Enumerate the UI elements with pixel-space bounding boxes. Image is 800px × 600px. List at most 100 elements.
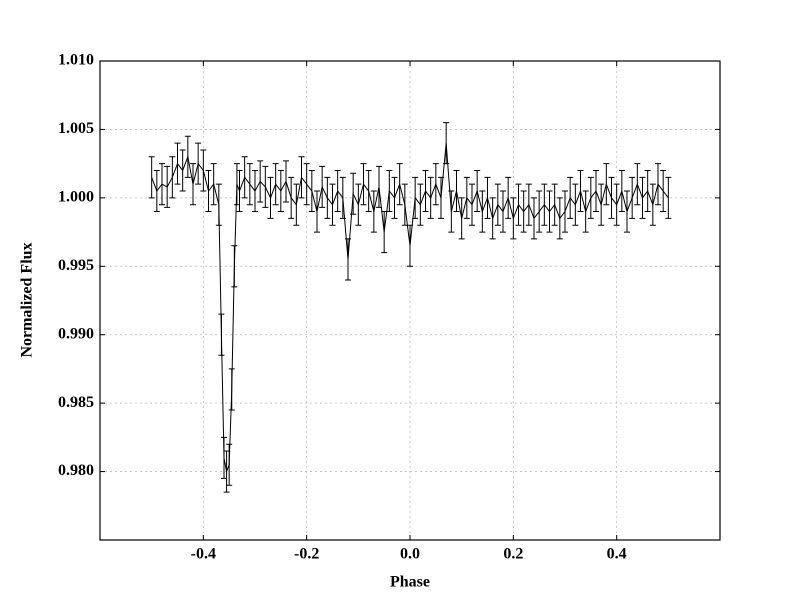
error-bar xyxy=(257,160,264,203)
error-bar xyxy=(427,176,434,219)
error-bar xyxy=(458,197,465,240)
error-bar xyxy=(520,190,527,233)
error-bar xyxy=(639,176,646,219)
error-bar xyxy=(613,183,620,226)
error-bar xyxy=(179,149,186,192)
x-tick-label: -0.2 xyxy=(294,546,319,563)
error-bar xyxy=(210,163,217,206)
error-bar xyxy=(469,183,475,226)
error-bar xyxy=(324,176,331,219)
error-bar xyxy=(391,176,398,219)
error-bar xyxy=(417,183,424,226)
error-bar xyxy=(644,169,651,213)
y-tick-label: 0.990 xyxy=(58,325,94,342)
error-bar xyxy=(510,197,517,240)
error-bar xyxy=(236,169,243,213)
error-bar xyxy=(401,183,408,226)
error-bar xyxy=(293,183,300,226)
error-bar xyxy=(386,169,393,213)
error-bar xyxy=(551,183,558,226)
error-bar xyxy=(350,172,357,215)
error-bar xyxy=(200,149,207,192)
error-bar xyxy=(396,163,403,206)
error-bar xyxy=(252,169,258,213)
y-tick-label: 1.010 xyxy=(58,52,94,69)
y-tick-label: 1.000 xyxy=(58,189,94,206)
error-bar xyxy=(267,176,274,219)
error-bar xyxy=(562,190,568,233)
error-bar xyxy=(228,368,235,411)
error-bar xyxy=(288,176,295,219)
error-bar xyxy=(587,176,594,219)
error-bar xyxy=(443,122,450,165)
error-bar xyxy=(221,436,227,479)
error-bar xyxy=(567,176,574,219)
error-bar xyxy=(479,190,486,233)
error-bar xyxy=(153,169,160,213)
error-bar xyxy=(608,176,615,219)
error-bar xyxy=(262,165,269,208)
error-bar xyxy=(598,183,605,226)
plot-frame xyxy=(99,60,721,541)
y-tick-label: 0.980 xyxy=(58,462,94,479)
error-bar xyxy=(541,183,548,226)
error-bar xyxy=(432,163,439,206)
error-bar xyxy=(303,163,310,206)
error-bar xyxy=(494,183,501,226)
x-tick-label: 0.2 xyxy=(503,546,523,563)
y-axis-label: Normalized Flux xyxy=(19,242,36,357)
error-bar xyxy=(355,183,362,226)
error-bar xyxy=(360,163,367,206)
error-bar xyxy=(572,183,579,226)
error-bar xyxy=(272,163,279,206)
y-tick-label: 0.995 xyxy=(58,257,94,274)
error-bar xyxy=(376,165,382,208)
error-bar xyxy=(184,135,191,178)
error-bar xyxy=(582,190,589,233)
error-bar xyxy=(603,163,610,206)
error-bar xyxy=(463,176,470,219)
error-bar xyxy=(298,156,305,199)
y-tick-label: 0.985 xyxy=(58,394,94,411)
error-bar xyxy=(655,163,661,206)
error-bar xyxy=(649,183,656,226)
x-tick-label: 0.0 xyxy=(400,546,420,563)
error-bar xyxy=(412,176,419,219)
error-bar xyxy=(148,156,155,199)
error-bar xyxy=(231,245,238,288)
error-bar xyxy=(489,197,496,240)
error-bar xyxy=(226,443,233,486)
error-bar xyxy=(448,190,455,233)
error-bar xyxy=(319,165,326,208)
error-bar xyxy=(308,169,315,213)
error-bar xyxy=(531,197,537,240)
error-bar xyxy=(174,142,181,185)
error-bar xyxy=(525,183,532,226)
error-bar xyxy=(329,183,336,226)
error-bar xyxy=(334,169,341,213)
error-bar xyxy=(438,176,444,219)
error-bar xyxy=(164,165,171,208)
error-bar xyxy=(577,169,584,213)
error-bar xyxy=(314,190,320,233)
error-bar xyxy=(536,190,543,233)
error-bar xyxy=(500,190,506,233)
error-bar xyxy=(277,169,284,213)
error-bar xyxy=(241,156,248,199)
x-axis-label: Phase xyxy=(390,574,430,591)
error-bar xyxy=(159,163,165,206)
error-bar xyxy=(169,156,176,199)
error-bar xyxy=(629,176,636,219)
error-bar xyxy=(205,169,212,213)
error-bar xyxy=(381,211,388,254)
error-bar xyxy=(283,160,289,203)
error-bar xyxy=(339,176,346,219)
error-bar xyxy=(422,169,429,213)
error-bar xyxy=(593,169,599,213)
error-bar xyxy=(218,313,225,356)
error-bar xyxy=(634,163,641,206)
x-tick-label: -0.4 xyxy=(191,546,216,563)
error-bar xyxy=(546,190,553,233)
error-bar xyxy=(624,190,630,233)
y-tick-label: 1.005 xyxy=(58,120,94,137)
